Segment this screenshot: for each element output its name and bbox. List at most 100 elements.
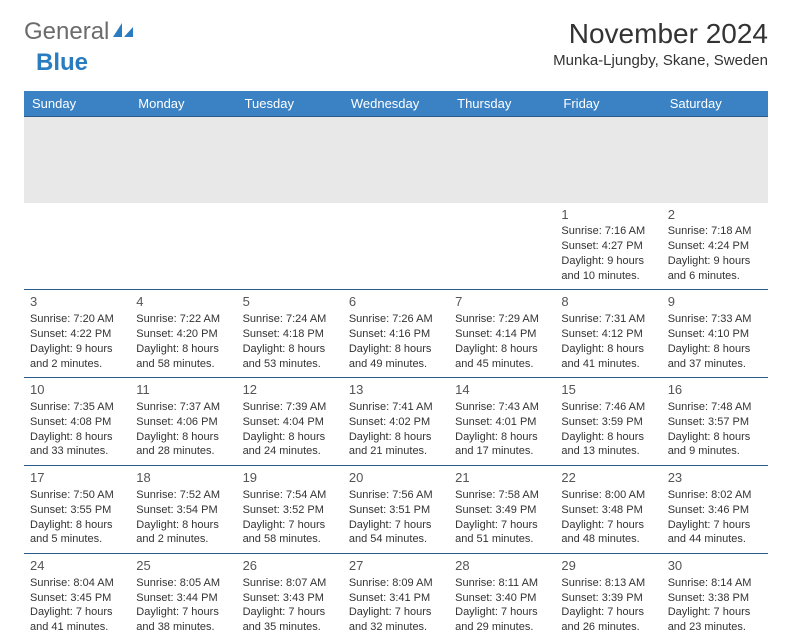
day-cell: 11Sunrise: 7:37 AMSunset: 4:06 PMDayligh…	[130, 378, 236, 466]
day-header: Saturday	[662, 91, 768, 117]
day-detail: and 24 minutes.	[243, 444, 337, 459]
day-detail: Sunrise: 8:02 AM	[668, 488, 762, 503]
day-number: 23	[668, 469, 762, 487]
day-number: 10	[30, 381, 124, 399]
day-detail: and 29 minutes.	[455, 620, 549, 635]
day-detail: Sunrise: 7:26 AM	[349, 312, 443, 327]
day-detail: Sunrise: 7:58 AM	[455, 488, 549, 503]
day-cell: 9Sunrise: 7:33 AMSunset: 4:10 PMDaylight…	[662, 290, 768, 378]
day-detail: Daylight: 9 hours	[30, 342, 124, 357]
week-row: 17Sunrise: 7:50 AMSunset: 3:55 PMDayligh…	[24, 466, 768, 554]
day-number: 8	[561, 293, 655, 311]
day-detail: Daylight: 8 hours	[668, 342, 762, 357]
day-detail: Daylight: 8 hours	[349, 430, 443, 445]
day-detail: and 37 minutes.	[668, 357, 762, 372]
day-detail: Daylight: 9 hours	[668, 254, 762, 269]
day-detail: Sunset: 4:02 PM	[349, 415, 443, 430]
day-cell: 16Sunrise: 7:48 AMSunset: 3:57 PMDayligh…	[662, 378, 768, 466]
week-row: 24Sunrise: 8:04 AMSunset: 3:45 PMDayligh…	[24, 554, 768, 641]
day-detail: Sunrise: 8:00 AM	[561, 488, 655, 503]
day-detail: Sunrise: 7:18 AM	[668, 224, 762, 239]
day-number: 22	[561, 469, 655, 487]
day-detail: Sunrise: 8:13 AM	[561, 576, 655, 591]
day-detail: Daylight: 8 hours	[668, 430, 762, 445]
day-number: 30	[668, 557, 762, 575]
day-cell: 15Sunrise: 7:46 AMSunset: 3:59 PMDayligh…	[555, 378, 661, 466]
day-number: 16	[668, 381, 762, 399]
day-detail: and 10 minutes.	[561, 269, 655, 284]
day-number: 21	[455, 469, 549, 487]
day-number: 18	[136, 469, 230, 487]
day-detail: Sunset: 4:22 PM	[30, 327, 124, 342]
day-number: 6	[349, 293, 443, 311]
day-cell: 14Sunrise: 7:43 AMSunset: 4:01 PMDayligh…	[449, 378, 555, 466]
day-header: Friday	[555, 91, 661, 117]
day-detail: Daylight: 8 hours	[136, 342, 230, 357]
day-detail: Sunset: 3:57 PM	[668, 415, 762, 430]
day-cell	[130, 203, 236, 290]
day-detail: Sunrise: 7:43 AM	[455, 400, 549, 415]
day-detail: and 54 minutes.	[349, 532, 443, 547]
day-detail: Daylight: 7 hours	[30, 605, 124, 620]
day-detail: and 6 minutes.	[668, 269, 762, 284]
day-number: 15	[561, 381, 655, 399]
day-detail: Sunset: 3:39 PM	[561, 591, 655, 606]
day-detail: Daylight: 7 hours	[349, 518, 443, 533]
day-detail: Daylight: 8 hours	[243, 430, 337, 445]
day-detail: and 44 minutes.	[668, 532, 762, 547]
day-number: 5	[243, 293, 337, 311]
day-detail: and 26 minutes.	[561, 620, 655, 635]
day-detail: Sunset: 4:01 PM	[455, 415, 549, 430]
day-cell: 13Sunrise: 7:41 AMSunset: 4:02 PMDayligh…	[343, 378, 449, 466]
day-number: 19	[243, 469, 337, 487]
calendar-table: SundayMondayTuesdayWednesdayThursdayFrid…	[24, 91, 768, 641]
day-cell: 21Sunrise: 7:58 AMSunset: 3:49 PMDayligh…	[449, 466, 555, 554]
day-number: 7	[455, 293, 549, 311]
day-detail: Sunrise: 7:20 AM	[30, 312, 124, 327]
sails-icon	[113, 18, 135, 46]
day-number: 2	[668, 206, 762, 224]
day-detail: Sunset: 3:59 PM	[561, 415, 655, 430]
day-cell: 23Sunrise: 8:02 AMSunset: 3:46 PMDayligh…	[662, 466, 768, 554]
day-detail: Sunset: 3:55 PM	[30, 503, 124, 518]
day-detail: Daylight: 7 hours	[243, 605, 337, 620]
day-detail: Sunset: 4:14 PM	[455, 327, 549, 342]
day-cell	[343, 203, 449, 290]
day-detail: Sunrise: 8:04 AM	[30, 576, 124, 591]
day-detail: and 49 minutes.	[349, 357, 443, 372]
day-detail: Sunrise: 8:11 AM	[455, 576, 549, 591]
day-number: 11	[136, 381, 230, 399]
day-detail: Sunrise: 8:14 AM	[668, 576, 762, 591]
day-detail: and 33 minutes.	[30, 444, 124, 459]
day-detail: and 53 minutes.	[243, 357, 337, 372]
day-cell: 5Sunrise: 7:24 AMSunset: 4:18 PMDaylight…	[237, 290, 343, 378]
day-detail: Sunrise: 7:48 AM	[668, 400, 762, 415]
day-detail: Sunset: 3:51 PM	[349, 503, 443, 518]
day-detail: Sunset: 4:06 PM	[136, 415, 230, 430]
day-detail: Sunrise: 8:07 AM	[243, 576, 337, 591]
day-detail: Sunset: 3:48 PM	[561, 503, 655, 518]
day-cell: 6Sunrise: 7:26 AMSunset: 4:16 PMDaylight…	[343, 290, 449, 378]
day-detail: and 38 minutes.	[136, 620, 230, 635]
day-detail: Sunrise: 7:24 AM	[243, 312, 337, 327]
day-detail: Sunrise: 7:35 AM	[30, 400, 124, 415]
day-detail: Sunset: 3:45 PM	[30, 591, 124, 606]
day-cell: 7Sunrise: 7:29 AMSunset: 4:14 PMDaylight…	[449, 290, 555, 378]
week-row: 3Sunrise: 7:20 AMSunset: 4:22 PMDaylight…	[24, 290, 768, 378]
day-detail: Sunrise: 7:52 AM	[136, 488, 230, 503]
day-detail: Sunrise: 7:39 AM	[243, 400, 337, 415]
day-detail: and 17 minutes.	[455, 444, 549, 459]
day-cell: 8Sunrise: 7:31 AMSunset: 4:12 PMDaylight…	[555, 290, 661, 378]
day-detail: Daylight: 7 hours	[561, 518, 655, 533]
day-cell	[237, 203, 343, 290]
day-detail: and 9 minutes.	[668, 444, 762, 459]
day-detail: Sunset: 4:20 PM	[136, 327, 230, 342]
day-cell: 3Sunrise: 7:20 AMSunset: 4:22 PMDaylight…	[24, 290, 130, 378]
day-detail: Sunset: 3:52 PM	[243, 503, 337, 518]
day-detail: Daylight: 8 hours	[561, 430, 655, 445]
day-detail: Daylight: 8 hours	[136, 518, 230, 533]
day-detail: Sunrise: 7:22 AM	[136, 312, 230, 327]
day-cell: 18Sunrise: 7:52 AMSunset: 3:54 PMDayligh…	[130, 466, 236, 554]
day-detail: and 13 minutes.	[561, 444, 655, 459]
day-cell: 2Sunrise: 7:18 AMSunset: 4:24 PMDaylight…	[662, 203, 768, 290]
